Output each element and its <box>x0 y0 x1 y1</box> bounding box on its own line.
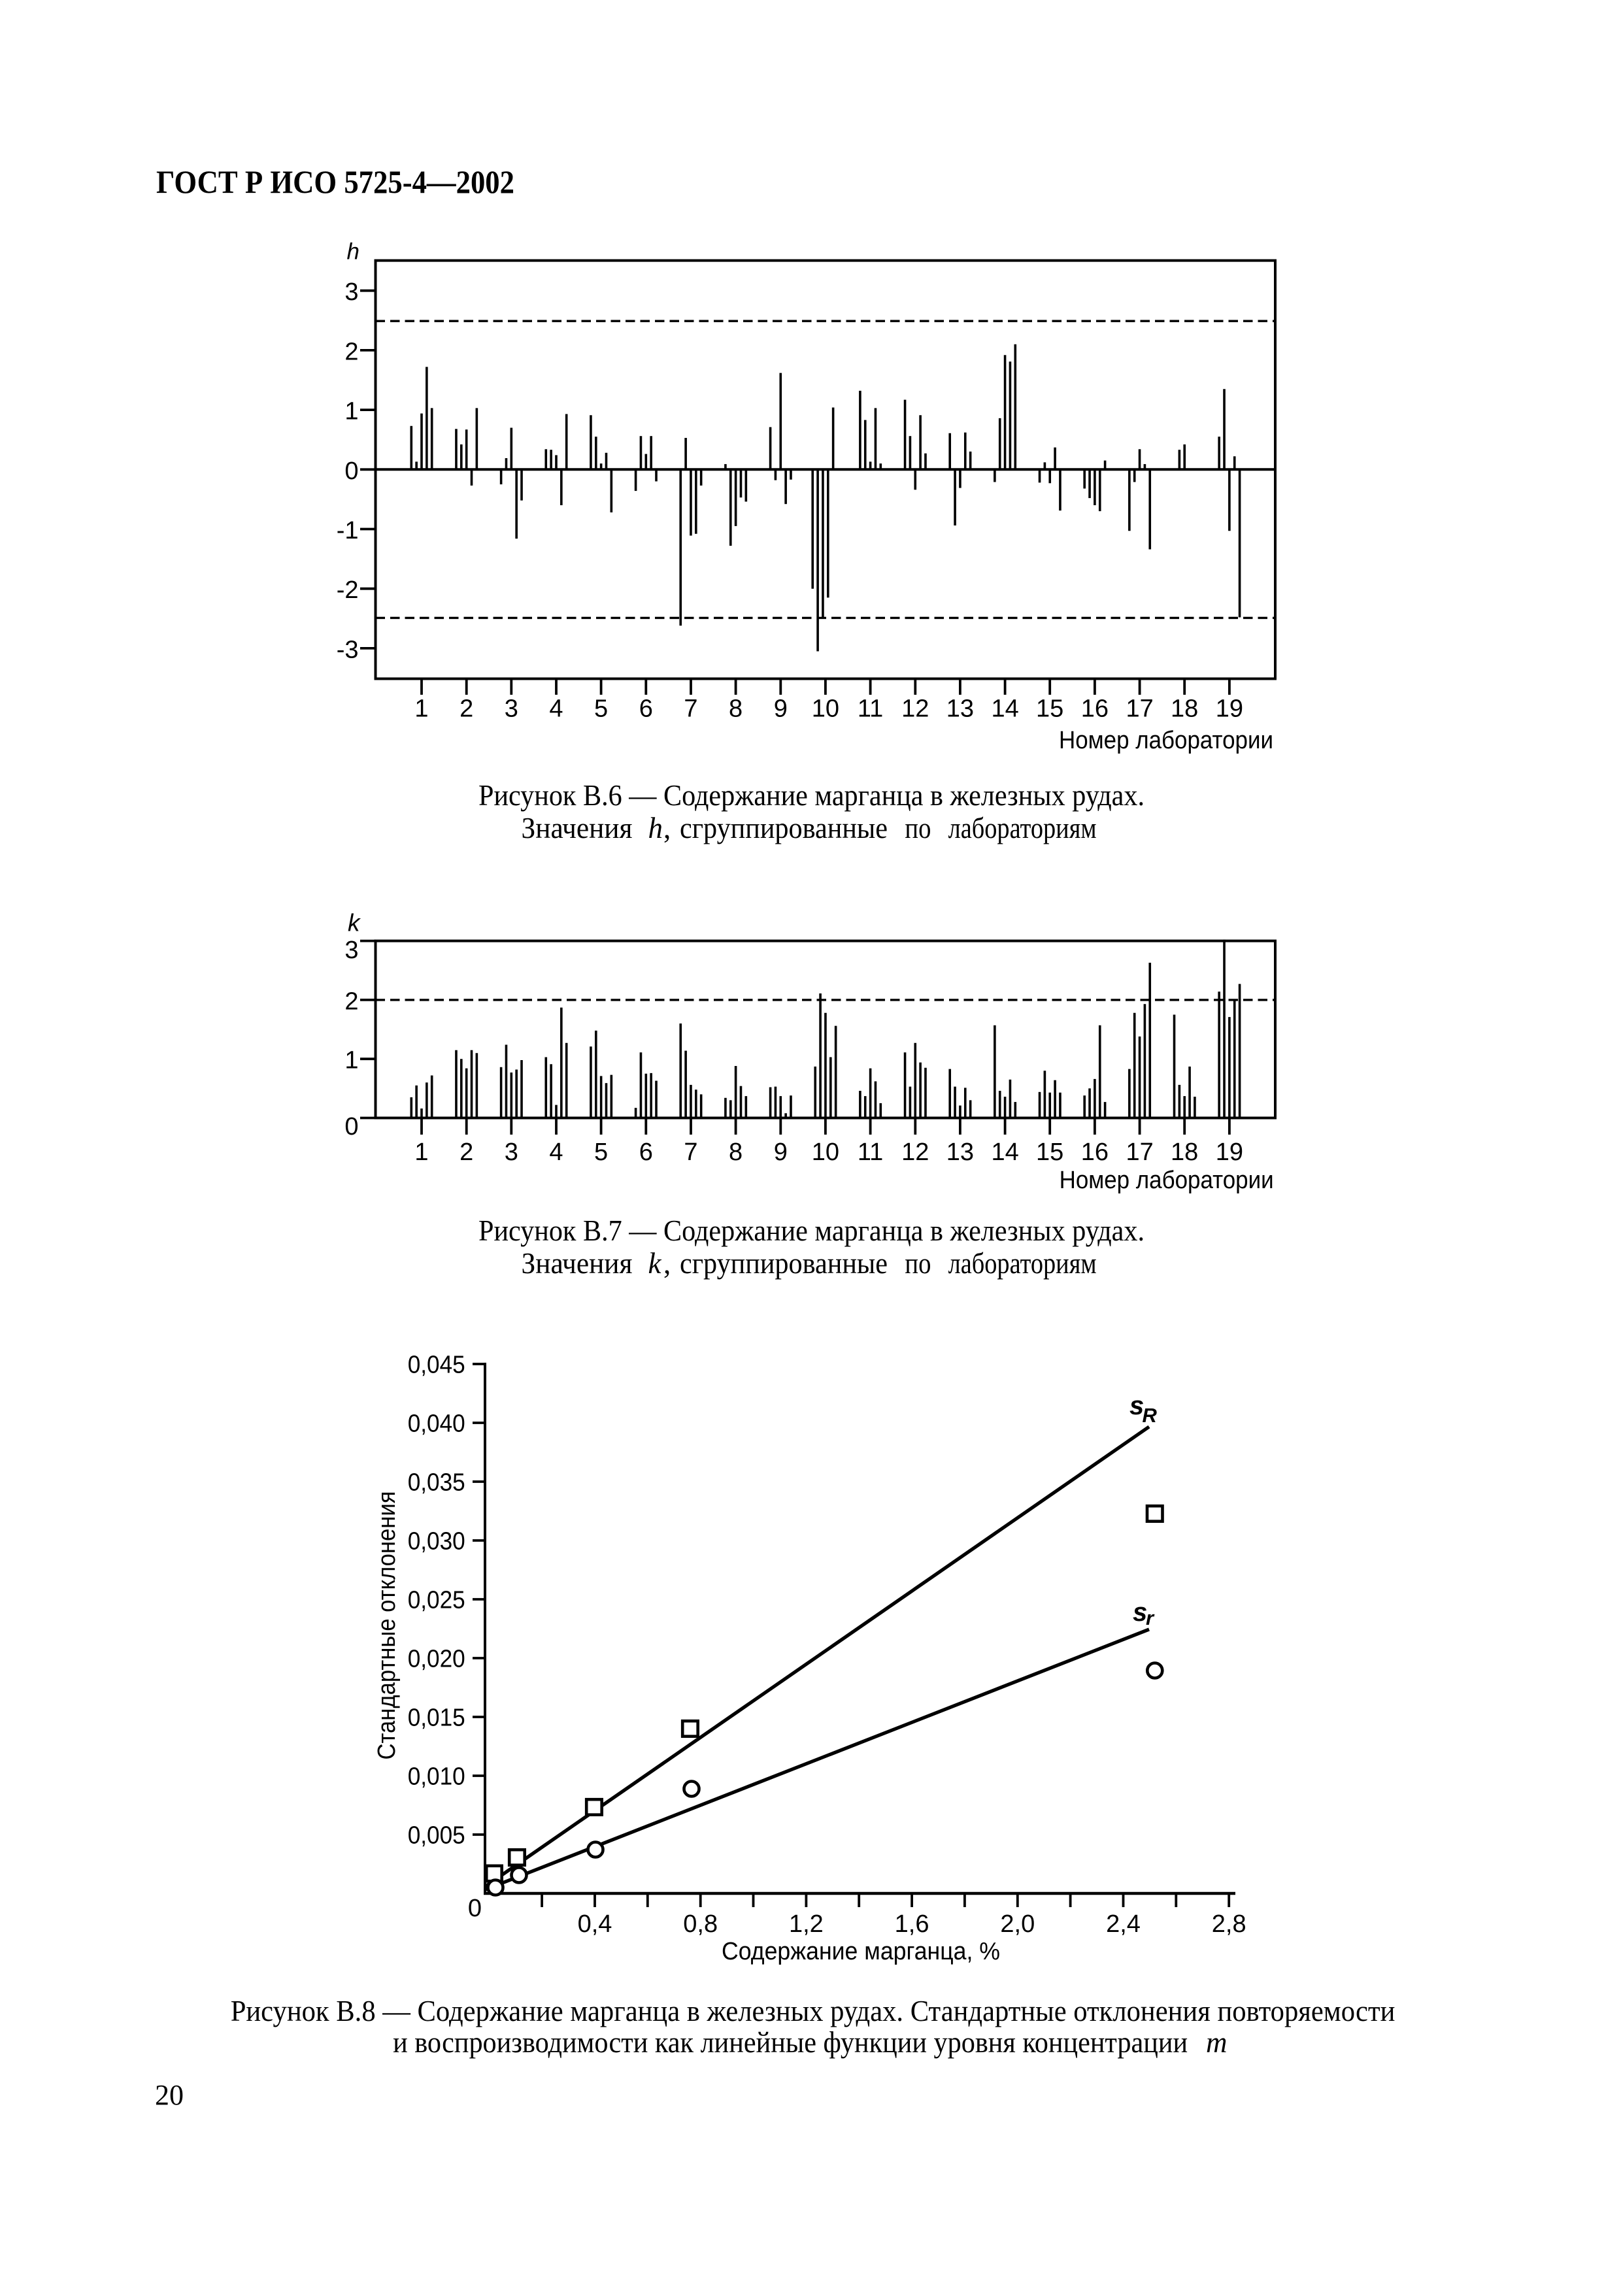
svg-text:2: 2 <box>344 338 358 365</box>
svg-text:13: 13 <box>946 1139 974 1166</box>
svg-text:0,4: 0,4 <box>578 1910 612 1938</box>
svg-text:k: k <box>648 1247 662 1280</box>
svg-text:Содержание марганца, %: Содержание марганца, % <box>722 1938 1000 1965</box>
svg-text:R: R <box>1143 1404 1158 1427</box>
svg-text:4: 4 <box>549 695 563 723</box>
svg-text:10: 10 <box>812 695 839 723</box>
svg-text:3: 3 <box>505 695 518 723</box>
svg-text:19: 19 <box>1216 1139 1243 1166</box>
svg-text:15: 15 <box>1036 1139 1063 1166</box>
svg-text:18: 18 <box>1171 695 1198 723</box>
svg-text:1: 1 <box>414 1139 428 1166</box>
svg-text:7: 7 <box>684 695 697 723</box>
svg-text:-3: -3 <box>337 636 359 663</box>
svg-text:11: 11 <box>858 1139 883 1166</box>
svg-text:0,025: 0,025 <box>408 1587 465 1614</box>
svg-text:,: , <box>663 1247 671 1280</box>
svg-text:лабораториям: лабораториям <box>948 812 1097 844</box>
svg-text:4: 4 <box>549 1139 563 1166</box>
svg-text:Рисунок В.7 — Содержание марга: Рисунок В.7 — Содержание марганца в желе… <box>478 1214 1145 1247</box>
svg-text:3: 3 <box>344 278 358 306</box>
svg-text:по: по <box>905 812 931 844</box>
svg-text:и воспроизводимости как линейн: и воспроизводимости как линейные функции… <box>393 2026 1188 2059</box>
svg-text:18: 18 <box>1171 1139 1198 1166</box>
svg-text:Рисунок В.6 — Содержание марга: Рисунок В.6 — Содержание марганца в желе… <box>478 779 1145 812</box>
svg-text:Рисунок В.8 — Содержание марга: Рисунок В.8 — Содержание марганца в желе… <box>231 1995 1395 2027</box>
svg-text:0,010: 0,010 <box>408 1763 465 1791</box>
svg-text:11: 11 <box>858 695 883 723</box>
svg-text:1: 1 <box>414 695 428 723</box>
svg-text:14: 14 <box>991 695 1018 723</box>
svg-text:2: 2 <box>344 988 358 1015</box>
svg-text:0,030: 0,030 <box>408 1528 465 1556</box>
svg-text:14: 14 <box>991 1139 1018 1166</box>
svg-text:12: 12 <box>901 1139 929 1166</box>
svg-text:s: s <box>1133 1598 1147 1627</box>
svg-text:сгруппированные: сгруппированные <box>680 812 888 844</box>
svg-text:15: 15 <box>1036 695 1063 723</box>
svg-text:r: r <box>1146 1606 1155 1629</box>
svg-text:k: k <box>348 909 361 936</box>
svg-text:0,040: 0,040 <box>408 1410 465 1438</box>
svg-text:13: 13 <box>946 695 974 723</box>
svg-text:9: 9 <box>774 695 788 723</box>
svg-text:17: 17 <box>1126 1139 1153 1166</box>
svg-text:20: 20 <box>155 2079 184 2111</box>
svg-text:2: 2 <box>460 1139 473 1166</box>
svg-text:сгруппированные: сгруппированные <box>680 1247 888 1280</box>
svg-text:s: s <box>1129 1391 1144 1420</box>
svg-text:m: m <box>1206 2026 1228 2059</box>
svg-text:Номер лаборатории: Номер лаборатории <box>1060 1167 1274 1194</box>
svg-text:17: 17 <box>1126 695 1153 723</box>
svg-text:16: 16 <box>1081 1139 1109 1166</box>
svg-text:2,8: 2,8 <box>1212 1910 1246 1938</box>
svg-text:9: 9 <box>774 1139 788 1166</box>
svg-text:0,020: 0,020 <box>408 1646 465 1673</box>
svg-text:1: 1 <box>344 1047 358 1074</box>
svg-text:0: 0 <box>344 458 358 485</box>
svg-text:0,045: 0,045 <box>408 1352 465 1379</box>
svg-text:8: 8 <box>729 1139 743 1166</box>
svg-text:1: 1 <box>344 398 358 425</box>
svg-text:0: 0 <box>468 1895 482 1922</box>
svg-text:,: , <box>663 812 671 844</box>
svg-text:8: 8 <box>729 695 743 723</box>
svg-text:h: h <box>347 239 359 265</box>
svg-text:ГОСТ Р ИСО 5725-4—2002: ГОСТ Р ИСО 5725-4—2002 <box>156 163 514 200</box>
svg-text:1,6: 1,6 <box>895 1910 929 1938</box>
svg-text:16: 16 <box>1081 695 1109 723</box>
svg-text:2,0: 2,0 <box>1000 1910 1035 1938</box>
svg-text:6: 6 <box>639 1139 653 1166</box>
svg-text:6: 6 <box>639 695 653 723</box>
svg-text:-2: -2 <box>337 576 359 604</box>
svg-text:лабораториям: лабораториям <box>948 1247 1097 1280</box>
svg-text:3: 3 <box>505 1139 518 1166</box>
svg-text:0,035: 0,035 <box>408 1469 465 1497</box>
svg-text:2: 2 <box>460 695 473 723</box>
svg-text:2,4: 2,4 <box>1106 1910 1141 1938</box>
svg-text:0: 0 <box>344 1113 358 1140</box>
svg-text:3: 3 <box>344 937 358 964</box>
svg-text:Стандартные отклонения: Стандартные отклонения <box>373 1491 401 1760</box>
svg-text:Значения: Значения <box>522 1247 633 1280</box>
svg-text:0,8: 0,8 <box>683 1910 718 1938</box>
svg-text:Значения: Значения <box>522 812 633 844</box>
svg-text:10: 10 <box>812 1139 839 1166</box>
svg-text:h: h <box>648 812 663 844</box>
svg-text:12: 12 <box>901 695 929 723</box>
svg-text:по: по <box>905 1247 931 1280</box>
svg-text:-1: -1 <box>337 517 359 544</box>
svg-text:5: 5 <box>594 1139 608 1166</box>
svg-text:0,015: 0,015 <box>408 1705 465 1732</box>
svg-text:19: 19 <box>1216 695 1243 723</box>
svg-text:7: 7 <box>684 1139 697 1166</box>
svg-text:0,005: 0,005 <box>408 1822 465 1850</box>
svg-text:1,2: 1,2 <box>789 1910 824 1938</box>
svg-text:5: 5 <box>594 695 608 723</box>
svg-text:Номер лаборатории: Номер лаборатории <box>1059 727 1273 754</box>
